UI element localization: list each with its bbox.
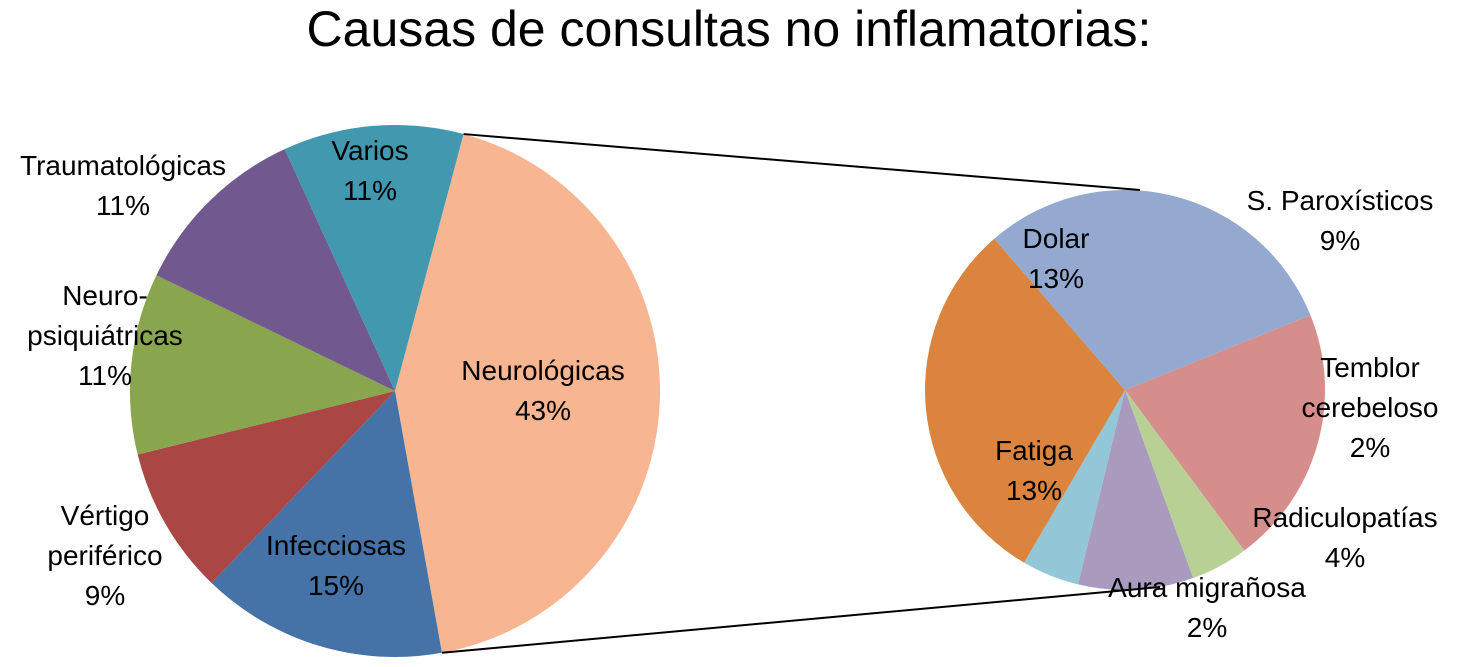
slice-radiculopatias <box>1078 390 1194 591</box>
slice-traumatologicas <box>156 149 395 391</box>
label-line: Radiculopatías <box>1252 502 1437 533</box>
label-fatiga: Fatiga 13% <box>995 435 1073 506</box>
label-neuro-psiquiatricas: Neuro-psiquiátricas 11% <box>27 280 183 391</box>
label-temblor-cerebeloso: Temblor cerebeloso 2% <box>1302 352 1439 463</box>
label-line: Infecciosas <box>266 530 406 561</box>
label-infecciosas: Infecciosas 15% <box>266 530 406 601</box>
label-neurologicas: Neurológicas 43% <box>461 355 624 426</box>
label-s-paroxisticos: S. Paroxísticos 9% <box>1247 185 1434 256</box>
label-line: Fatiga <box>995 435 1073 466</box>
slice-varios <box>284 124 464 392</box>
label-line: periférico <box>47 540 162 571</box>
label-percent: 13% <box>1006 475 1062 506</box>
label-line: cerebeloso <box>1302 392 1439 423</box>
slice-infecciosas <box>211 391 442 658</box>
slice-neuro-psiquiatricas <box>130 275 395 455</box>
label-line: Temblor <box>1320 352 1420 383</box>
pie-1 <box>130 124 661 658</box>
connector-line-top <box>463 133 1141 191</box>
label-line: S. Paroxísticos <box>1247 185 1434 216</box>
label-percent: 9% <box>85 580 125 611</box>
label-line: Aura migrañosa <box>1108 572 1306 603</box>
label-percent: 11% <box>96 190 150 221</box>
slice-vertigo-periferico <box>137 391 395 583</box>
slice-dolar <box>994 190 1311 390</box>
label-line: psiquiátricas <box>27 320 183 351</box>
label-dolar: Dolar 13% <box>1023 223 1090 294</box>
label-line: Varios <box>331 135 408 166</box>
slice-neurologicas <box>395 134 661 653</box>
label-percent: 2% <box>1187 612 1227 643</box>
slice-temblor-cerebeloso <box>1125 390 1245 579</box>
label-percent: 11% <box>78 360 132 391</box>
label-percent: 11% <box>343 175 397 206</box>
label-percent: 4% <box>1325 542 1365 573</box>
slice-s-paroxisticos <box>1125 315 1326 551</box>
label-vertigo-periferico: Vértigo periférico 9% <box>47 500 162 611</box>
connector-line-bottom <box>441 586 1161 654</box>
chart-title: Causas de consultas no inflamatorias: <box>306 1 1152 57</box>
label-line: Vértigo <box>61 500 150 531</box>
label-traumatologicas: Traumatológicas 11% <box>20 150 226 221</box>
label-aura-migranosa: Aura migrañosa 2% <box>1108 572 1306 643</box>
label-percent: 15% <box>308 570 364 601</box>
label-varios: Varios 11% <box>331 135 408 206</box>
slice-aura-migranosa <box>1024 390 1125 585</box>
label-line: Dolar <box>1023 223 1090 254</box>
label-percent: 13% <box>1028 263 1084 294</box>
pie-2 <box>925 190 1326 591</box>
label-percent: 2% <box>1350 432 1390 463</box>
label-percent: 43% <box>515 395 571 426</box>
label-radiculopatias: Radiculopatías 4% <box>1252 502 1437 573</box>
slice-fatiga <box>925 238 1125 563</box>
label-percent: 9% <box>1320 225 1360 256</box>
label-line: Neuro- <box>62 280 148 311</box>
label-line: Traumatológicas <box>20 150 226 181</box>
label-line: Neurológicas <box>461 355 624 386</box>
